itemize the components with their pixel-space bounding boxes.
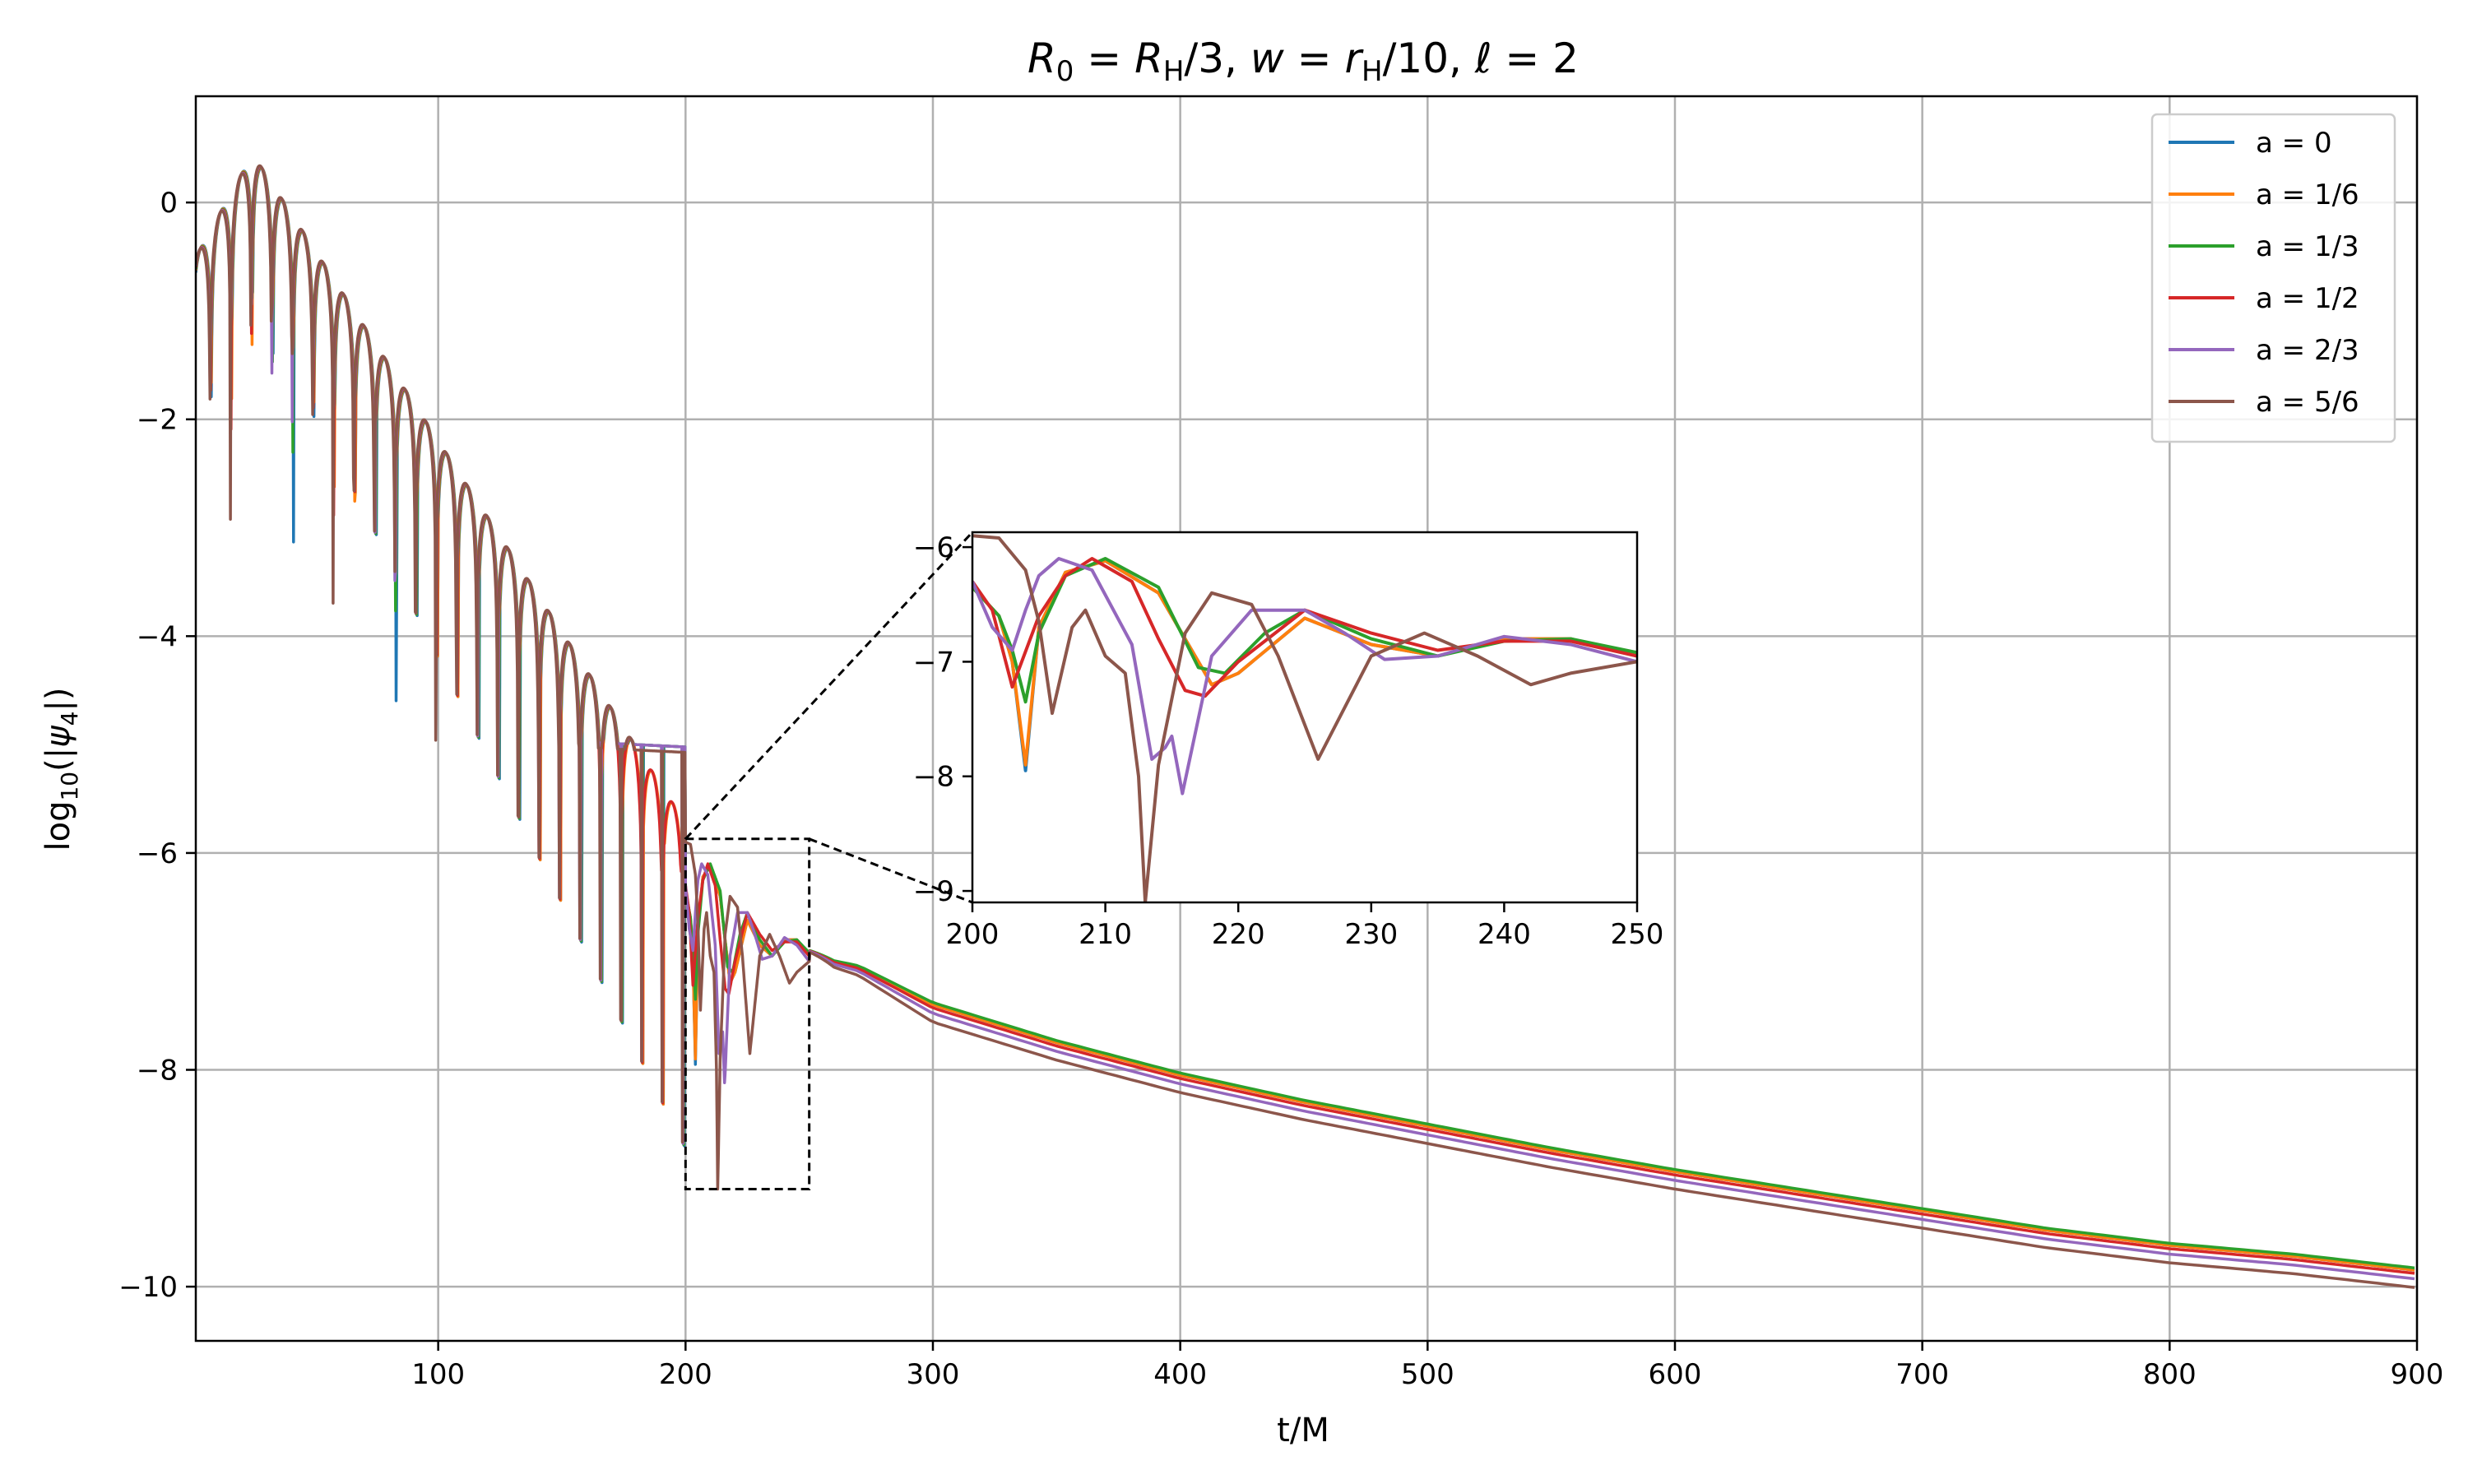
x-tick-label: 100 [411, 1358, 465, 1391]
inset-y-tick-label: −8 [913, 761, 954, 794]
legend-label: a = 5/6 [2256, 386, 2359, 419]
inset-x-tick-label: 250 [1611, 918, 1664, 951]
y-axis-ticks: 0 −2 −4 −6 −8 −10 [118, 187, 196, 1304]
x-tick-label: 900 [2391, 1358, 2444, 1391]
legend-label: a = 2/3 [2256, 334, 2359, 367]
x-tick-label: 500 [1401, 1358, 1454, 1391]
inset-x-tick-label: 230 [1344, 918, 1398, 951]
inset-x-tick-label: 240 [1478, 918, 1531, 951]
chart-title: R0 = RH/3, w = rH/10, ℓ = 2 [1028, 35, 1579, 88]
x-tick-label: 600 [1649, 1358, 1702, 1391]
inset-y-tick-label: −7 [913, 646, 954, 679]
x-axis-label: t/M [1277, 1412, 1329, 1449]
legend-label: a = 1/6 [2256, 179, 2359, 211]
inset-frame [971, 531, 1639, 904]
legend-label: a = 1/2 [2256, 282, 2359, 315]
inset-x-tick-label: 220 [1212, 918, 1265, 951]
inset-x-tick-label: 200 [946, 918, 1000, 951]
x-tick-label: 800 [2143, 1358, 2197, 1391]
y-tick-label: −6 [137, 837, 178, 870]
zoom-connector [684, 531, 974, 840]
inset-y-tick-label: −6 [913, 531, 954, 564]
y-tick-label: −10 [118, 1271, 178, 1304]
series-line-5 [196, 164, 2415, 1289]
y-tick-label: −4 [137, 620, 178, 653]
legend-box [2150, 113, 2396, 443]
inset-series-line-4 [972, 557, 1637, 795]
legend: a = 0 a = 1/6 a = 1/3 a = 1/2 a = 2/3 a = 5/6 [2150, 113, 2396, 443]
inset-background [972, 532, 1637, 902]
zoom-indicator [684, 531, 974, 1190]
y-tick-label: 0 [160, 187, 178, 220]
inset-series-line-5 [972, 534, 1637, 902]
x-axis-ticks: 100 200 300 400 500 600 700 800 900 [411, 1341, 2443, 1391]
y-tick-label: −8 [137, 1055, 178, 1087]
y-tick-label: −2 [137, 404, 178, 437]
y-axis-label: log10(|ψ4|) [39, 687, 83, 851]
main-axes-frame [194, 95, 2419, 1343]
inset-x-tick-label: 210 [1079, 918, 1132, 951]
x-tick-label: 300 [907, 1358, 960, 1391]
legend-label: a = 1/3 [2256, 230, 2359, 263]
legend-label: a = 0 [2256, 127, 2332, 160]
inset-axes: 200 210 220 230 240 250 −6 −7 −8 −9 [913, 531, 1664, 951]
x-tick-label: 700 [1895, 1358, 1949, 1391]
main-plot-area [196, 164, 2415, 1289]
inset-y-tick-label: −9 [913, 875, 954, 908]
inset-plot-area [972, 534, 1637, 902]
x-tick-label: 400 [1153, 1358, 1207, 1391]
x-tick-label: 200 [659, 1358, 712, 1391]
zoom-connector [809, 837, 973, 904]
